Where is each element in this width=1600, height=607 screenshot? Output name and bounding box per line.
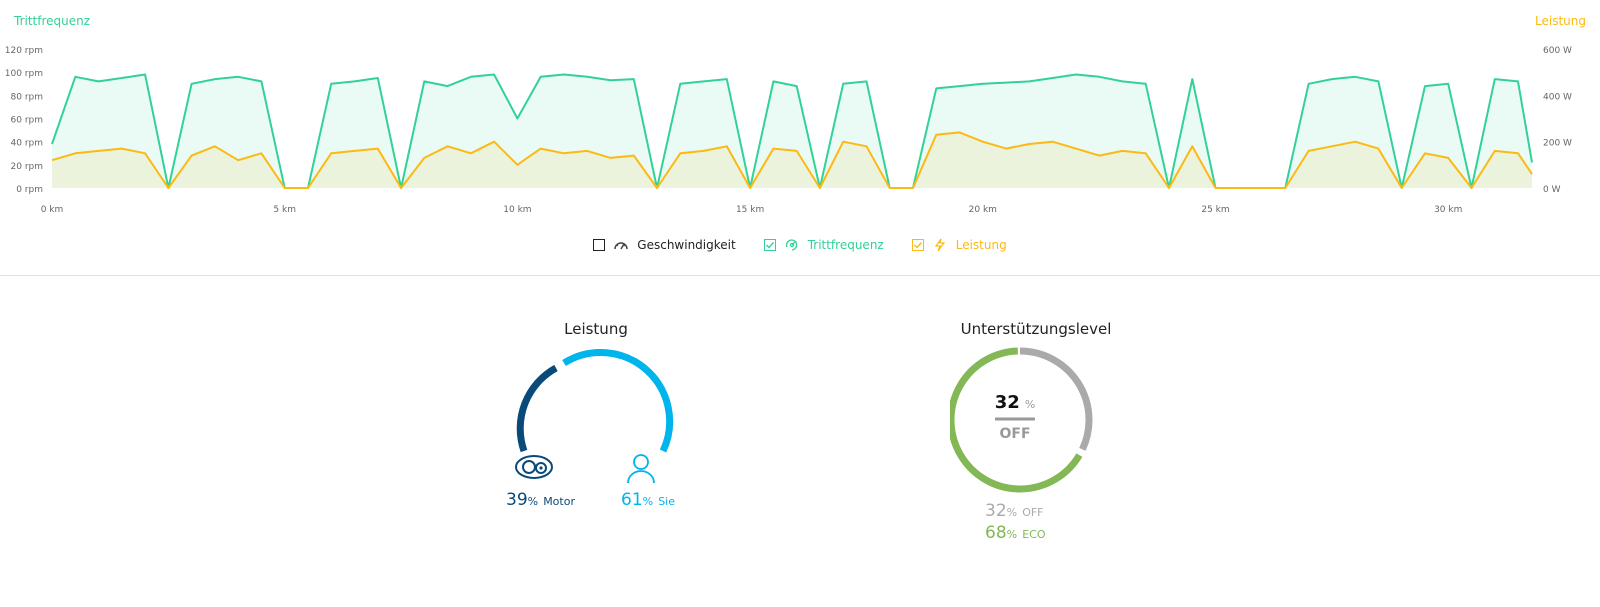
power-axis-title: Leistung xyxy=(1535,14,1586,28)
x-tick-label: 10 km xyxy=(503,205,531,215)
motor-share-label: Motor xyxy=(543,495,575,508)
y-left-tick-label: 60 rpm xyxy=(11,116,44,126)
rider-share: 61% Sie xyxy=(621,490,675,510)
legend-cadence[interactable]: Trittfrequenz xyxy=(763,238,884,252)
rider-icon xyxy=(627,454,655,484)
assist-off-share: 32% OFF xyxy=(985,501,1044,521)
power-checkbox[interactable] xyxy=(911,239,924,251)
power-split-gauge xyxy=(515,349,674,484)
check-icon xyxy=(913,242,922,249)
y-left-tick-label: 120 rpm xyxy=(5,46,43,56)
legend-speed[interactable]: Geschwindigkeit xyxy=(593,238,736,252)
motor-share-value: 39 xyxy=(506,490,528,510)
assist-center-value: 32 xyxy=(994,392,1020,413)
motor-icon xyxy=(515,455,553,479)
motor-share-arc xyxy=(516,364,558,453)
assist-level-title: Unterstützungslevel xyxy=(960,320,1112,338)
y-left-tick-label: 40 rpm xyxy=(11,139,44,149)
rider-share-label: Sie xyxy=(658,495,675,508)
y-right-tick-label: 0 W xyxy=(1543,185,1561,195)
power-series-line xyxy=(51,131,1533,189)
power-split-panel: 39% Motor 61% Sie xyxy=(496,340,696,540)
y-right-tick-label: 600 W xyxy=(1543,46,1572,56)
y-left-tick-label: 0 rpm xyxy=(16,185,43,195)
assist-level-panel: 32 % OFF 32% OFF 68% ECO xyxy=(947,340,1150,570)
y-left-tick-label: 80 rpm xyxy=(11,92,44,102)
x-tick-label: 30 km xyxy=(1434,205,1462,215)
y-right-tick-label: 200 W xyxy=(1543,139,1572,149)
cadence-axis-title: Trittfrequenz xyxy=(14,14,91,28)
assist-eco-arc xyxy=(947,347,1083,493)
legend-power-label: Leistung xyxy=(955,238,1007,252)
power-series-area xyxy=(52,132,1532,188)
y-left-tick-label: 20 rpm xyxy=(11,162,44,172)
chart-legend: Geschwindigkeit Trittfrequenz Leistung xyxy=(0,238,1600,252)
legend-cadence-label: Trittfrequenz xyxy=(807,238,884,252)
legend-power[interactable]: Leistung xyxy=(911,238,1007,252)
check-icon xyxy=(765,242,774,249)
section-divider xyxy=(0,275,1600,276)
x-tick-label: 25 km xyxy=(1201,205,1229,215)
legend-speed-label: Geschwindigkeit xyxy=(637,238,736,252)
assist-eco-share: 68% ECO xyxy=(985,523,1046,543)
ride-chart: 0 rpm 20 rpm 40 rpm 60 rpm 80 rpm 100 rpm 120 … xyxy=(5,46,1572,215)
rider-share-value: 61 xyxy=(621,490,643,510)
x-tick-label: 15 km xyxy=(736,205,764,215)
lightning-icon xyxy=(932,238,948,252)
speedometer-icon xyxy=(613,238,629,252)
power-split-title: Leistung xyxy=(564,320,628,338)
x-tick-label: 0 km xyxy=(41,205,64,215)
motor-share: 39% Motor xyxy=(506,490,575,510)
x-tick-label: 5 km xyxy=(273,205,296,215)
speed-checkbox[interactable] xyxy=(593,239,606,251)
y-right-tick-label: 400 W xyxy=(1543,92,1572,102)
y-left-tick-label: 100 rpm xyxy=(5,69,43,79)
cadence-icon xyxy=(784,238,800,252)
assist-center-mode: OFF xyxy=(999,426,1031,442)
assist-level-donut xyxy=(947,347,1093,493)
assist-center-readout: 32 % xyxy=(994,392,1036,413)
assist-off-arc xyxy=(1019,347,1093,451)
cadence-checkbox[interactable] xyxy=(763,239,776,251)
x-tick-label: 20 km xyxy=(969,205,997,215)
rider-share-arc xyxy=(562,349,674,453)
